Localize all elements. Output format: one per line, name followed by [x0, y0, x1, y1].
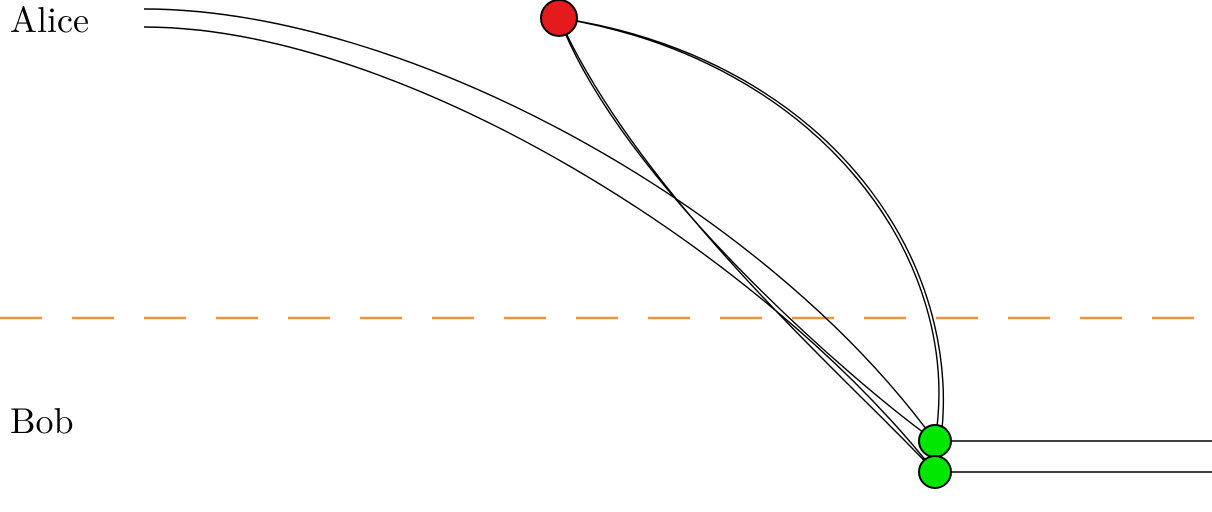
- label-bob: Bob: [10, 393, 74, 444]
- node-green2: [919, 456, 951, 488]
- diagram-background: [0, 0, 1212, 512]
- label-alice: Alice: [10, 0, 89, 43]
- node-red: [541, 0, 577, 36]
- node-green1: [919, 425, 951, 457]
